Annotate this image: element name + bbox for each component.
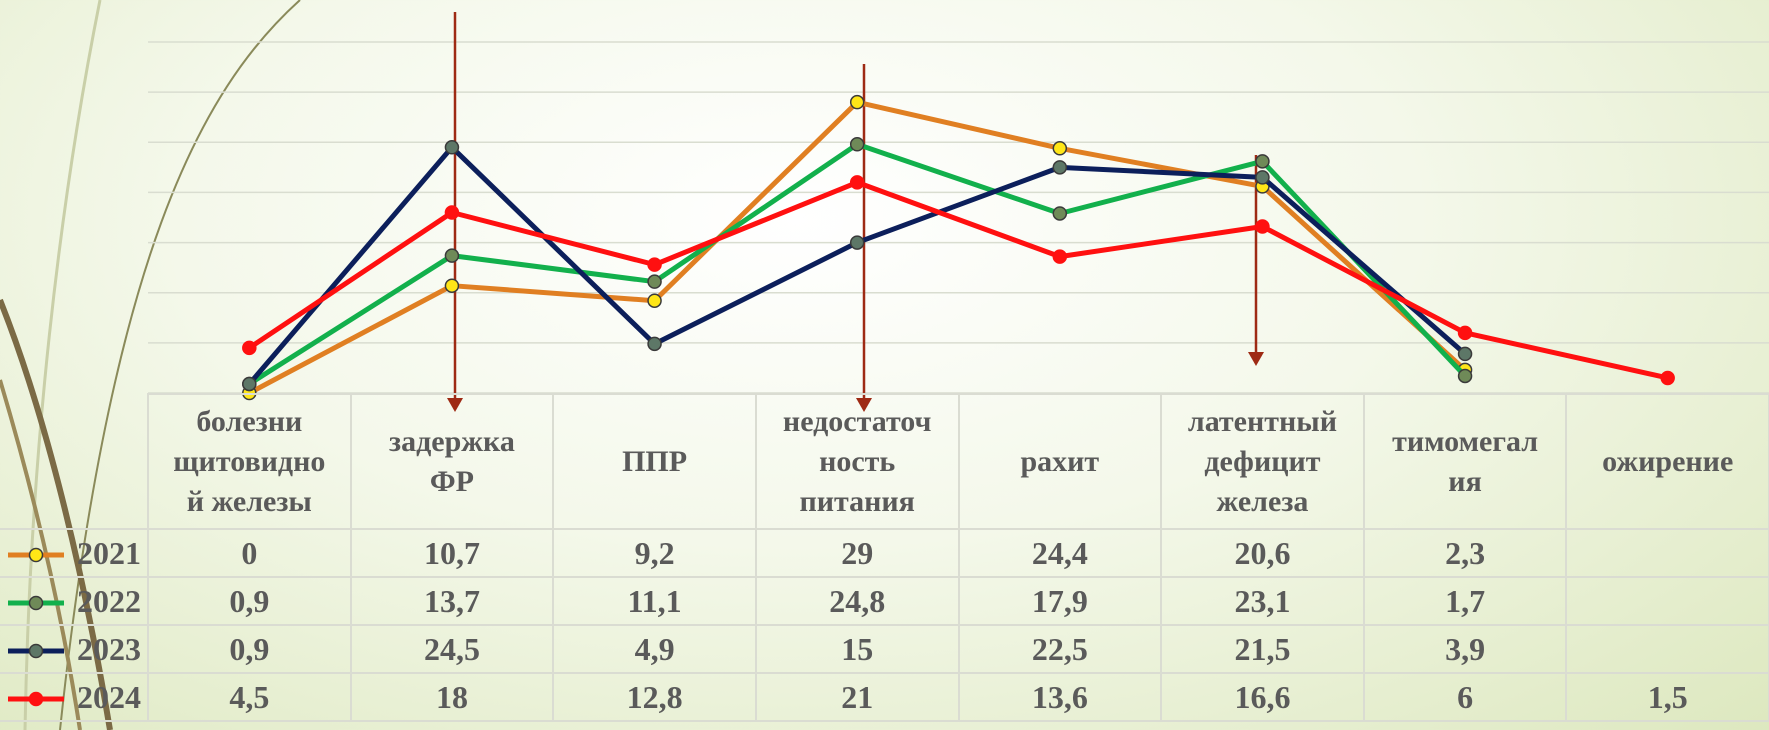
point-marker xyxy=(851,236,864,249)
value-label: 1,7 xyxy=(1364,577,1567,625)
value-label: 4,9 xyxy=(553,625,756,673)
legend-symbol xyxy=(6,687,66,711)
legend-symbol xyxy=(6,591,66,615)
legend-marker xyxy=(30,549,43,562)
point-marker xyxy=(1459,347,1472,360)
point-marker xyxy=(445,279,458,292)
category-label: рахит xyxy=(959,394,1162,529)
point-marker xyxy=(445,206,458,219)
category-label: ожирение xyxy=(1566,394,1769,529)
category-label: тимомегал ия xyxy=(1364,394,1567,529)
value-label: 21 xyxy=(756,673,959,721)
value-label: 13,7 xyxy=(351,577,554,625)
value-label: 15 xyxy=(756,625,959,673)
value-label: 24,8 xyxy=(756,577,959,625)
point-marker xyxy=(1459,369,1472,382)
legend-entry: 2021 xyxy=(0,529,148,577)
value-label: 16,6 xyxy=(1161,673,1364,721)
value-label: 9,2 xyxy=(553,529,756,577)
point-marker xyxy=(445,141,458,154)
value-label: 17,9 xyxy=(959,577,1162,625)
category-label: недостаточ ность питания xyxy=(756,394,959,529)
value-label: 0 xyxy=(148,529,351,577)
point-marker xyxy=(648,275,661,288)
point-marker xyxy=(1053,161,1066,174)
legend-label: 2023 xyxy=(77,631,147,667)
value-label: 29 xyxy=(756,529,959,577)
legend-symbol xyxy=(6,639,66,663)
value-label: 3,9 xyxy=(1364,625,1567,673)
value-label: 12,8 xyxy=(553,673,756,721)
point-marker xyxy=(1661,371,1674,384)
empty-cell xyxy=(1566,577,1769,625)
legend-label: 2021 xyxy=(77,535,147,571)
value-label: 18 xyxy=(351,673,554,721)
legend-marker xyxy=(30,693,43,706)
point-marker xyxy=(1053,142,1066,155)
value-label: 24,5 xyxy=(351,625,554,673)
point-marker xyxy=(243,341,256,354)
point-marker xyxy=(851,138,864,151)
series-line xyxy=(249,182,1667,378)
point-marker xyxy=(1256,171,1269,184)
value-label: 0,9 xyxy=(148,577,351,625)
point-marker xyxy=(445,249,458,262)
category-label: задержка ФР xyxy=(351,394,554,529)
empty-cell xyxy=(1566,625,1769,673)
legend-entry: 2023 xyxy=(0,625,148,673)
point-marker xyxy=(648,294,661,307)
page: болезни щитовидно й железызадержка ФРППР… xyxy=(0,0,1769,730)
point-marker xyxy=(1459,326,1472,339)
point-marker xyxy=(243,377,256,390)
value-label: 2,3 xyxy=(1364,529,1567,577)
value-label: 21,5 xyxy=(1161,625,1364,673)
category-label: ППР xyxy=(553,394,756,529)
point-marker xyxy=(1256,155,1269,168)
point-marker xyxy=(1053,207,1066,220)
value-label: 0,9 xyxy=(148,625,351,673)
legend-symbol xyxy=(6,543,66,567)
legend-entry: 2022 xyxy=(0,577,148,625)
value-label: 23,1 xyxy=(1161,577,1364,625)
legend-label: 2022 xyxy=(77,583,147,619)
value-label: 24,4 xyxy=(959,529,1162,577)
value-label: 10,7 xyxy=(351,529,554,577)
legend-marker xyxy=(30,597,43,610)
value-label: 6 xyxy=(1364,673,1567,721)
legend-marker xyxy=(30,645,43,658)
corner-cell xyxy=(0,394,148,529)
point-marker xyxy=(1256,220,1269,233)
empty-cell xyxy=(1566,529,1769,577)
legend-entry: 2024 xyxy=(0,673,148,721)
point-marker xyxy=(648,337,661,350)
value-label: 13,6 xyxy=(959,673,1162,721)
value-label: 22,5 xyxy=(959,625,1162,673)
value-label: 20,6 xyxy=(1161,529,1364,577)
value-label: 4,5 xyxy=(148,673,351,721)
category-label: латентный дефицит железа xyxy=(1161,394,1364,529)
legend-label: 2024 xyxy=(77,679,147,715)
point-marker xyxy=(1053,250,1066,263)
category-label: болезни щитовидно й железы xyxy=(148,394,351,529)
point-marker xyxy=(851,96,864,109)
point-marker xyxy=(851,176,864,189)
point-marker xyxy=(648,258,661,271)
value-label: 11,1 xyxy=(553,577,756,625)
value-label: 1,5 xyxy=(1566,673,1769,721)
arrows xyxy=(447,12,1264,412)
